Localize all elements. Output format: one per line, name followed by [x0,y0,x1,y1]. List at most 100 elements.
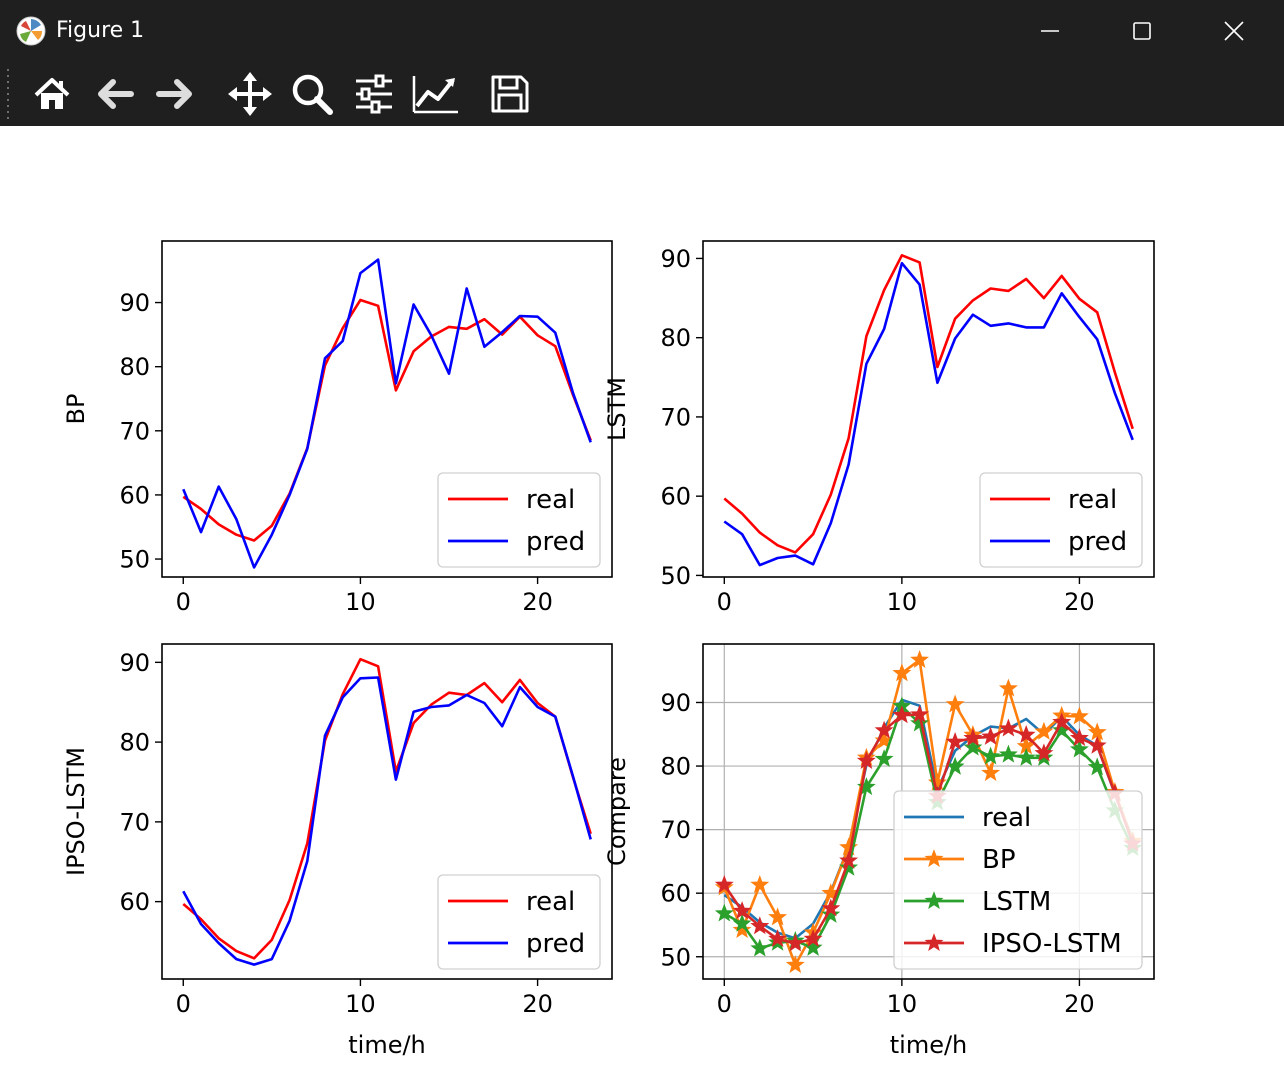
series-point-LSTM [750,938,770,957]
legend-frame [437,472,601,568]
series-line-real [182,657,592,960]
y-tick-label: 90 [660,245,691,273]
y-tick-label: 80 [119,353,150,381]
series-point-BP [981,763,1001,782]
series-point-BP [892,663,912,682]
save-button[interactable] [485,70,535,118]
series-point-IPSO-LSTM [963,728,983,747]
edit-axes-button[interactable] [411,70,461,118]
legend-label: pred [526,527,585,557]
series-point-IPSO-LSTM [1016,724,1036,743]
series-point-BP [998,678,1018,697]
legend-frame [979,472,1143,568]
legend-label: real [526,887,575,917]
subplot-1: 0 10 20 50 60 70 80 90 BP real pred [62,240,613,616]
pan-button[interactable] [225,70,275,118]
series-point-BP [910,649,930,668]
x-tick-label: 20 [522,990,553,1018]
x-axis-label: time/h [348,1031,426,1059]
zoom-button[interactable] [287,70,337,118]
window-title: Figure 1 [56,18,145,43]
series-point-IPSO-LSTM [1087,735,1107,754]
minimize-icon [1041,30,1059,32]
axes-frame [702,240,1155,578]
series-group [723,254,1134,567]
y-tick-label: 80 [660,324,691,352]
back-button[interactable] [90,70,140,118]
series-point-IPSO-LSTM [998,718,1018,737]
x-tick-label: 0 [717,588,732,616]
series-point-IPSO-LSTM [1069,728,1089,747]
series-point-IPSO-LSTM [981,726,1001,745]
x-tick-label: 10 [345,990,376,1018]
series-point-IPSO-LSTM [856,751,876,769]
y-axis-label: Compare [603,757,631,866]
y-tick-label: 90 [119,649,150,677]
series-point-IPSO-LSTM [803,929,823,947]
legend-label: real [982,803,1031,833]
legend: real pred [979,472,1143,568]
home-icon [34,78,70,109]
series-point-IPSO-LSTM [821,898,841,917]
axes-frame [161,643,613,980]
y-tick-label: 70 [119,808,150,836]
y-tick-label: 50 [119,546,150,574]
series-point-LSTM [910,713,930,732]
series-point-IPSO-LSTM [910,704,930,723]
series-point-BP [1069,706,1089,725]
series-point-IPSO-LSTM [768,929,788,947]
save-disk-icon [491,75,529,113]
toolbar-grip-icon[interactable] [6,64,12,124]
y-tick-label: 80 [660,753,691,781]
series-point-IPSO-LSTM [892,705,912,724]
legend: real pred [437,874,601,970]
figure-canvas: 0 10 20 50 60 70 80 90 BP real pred 0 10 20 50 60 70 80 90… [3,126,1281,1085]
series-point-IPSO-LSTM [945,731,965,750]
series-point-IPSO-LSTM [714,874,734,893]
series-point-IPSO-LSTM [785,933,805,952]
x-tick-label: 0 [176,588,191,616]
y-tick-label: 60 [119,888,150,916]
series-point-LSTM [839,857,859,876]
y-axis-label: IPSO-LSTM [62,747,90,876]
forward-button[interactable] [150,70,200,118]
y-tick-label: 50 [660,943,691,971]
pan-move-icon [228,72,272,116]
series-line-real [182,298,592,542]
series-point-IPSO-LSTM [874,720,894,739]
series-point-LSTM [803,937,823,956]
close-button[interactable] [1199,6,1269,56]
y-axis-label: LSTM [603,377,631,441]
minimize-button[interactable] [1015,6,1085,56]
x-tick-label: 10 [887,588,918,616]
series-point-LSTM [856,777,876,796]
y-tick-label: 60 [660,880,691,908]
configure-subplots-button[interactable] [349,70,399,118]
series-point-BP [945,694,965,713]
axes-frame [702,643,1155,980]
close-icon [1224,21,1244,41]
series-point-BP [1034,721,1054,740]
series-point-LSTM [874,749,894,768]
series-point-IPSO-LSTM [750,916,770,935]
maximize-button[interactable] [1107,6,1177,56]
y-tick-label: 90 [660,689,691,717]
series-line-real [723,254,1134,554]
series-point-LSTM [1069,739,1089,758]
x-tick-label: 20 [1064,990,1095,1018]
y-tick-label: 90 [119,289,150,317]
legend: real BP LSTM IPSO-LSTM [893,790,1143,970]
figure-svg: 0 10 20 50 60 70 80 90 BP real pred 0 10 20 50 60 70 80 90… [62,240,1155,1059]
series-line-pred [182,676,592,966]
y-tick-label: 60 [660,483,691,511]
series-point-BP [768,907,788,926]
x-tick-label: 20 [522,588,553,616]
home-button[interactable] [27,70,77,118]
x-tick-label: 10 [345,588,376,616]
x-axis-label: time/h [890,1031,968,1059]
series-point-BP [732,920,752,939]
legend-label: IPSO-LSTM [982,929,1122,959]
series-point-LSTM [714,903,734,922]
navigation-toolbar [0,62,1284,126]
legend: real pred [437,472,601,568]
